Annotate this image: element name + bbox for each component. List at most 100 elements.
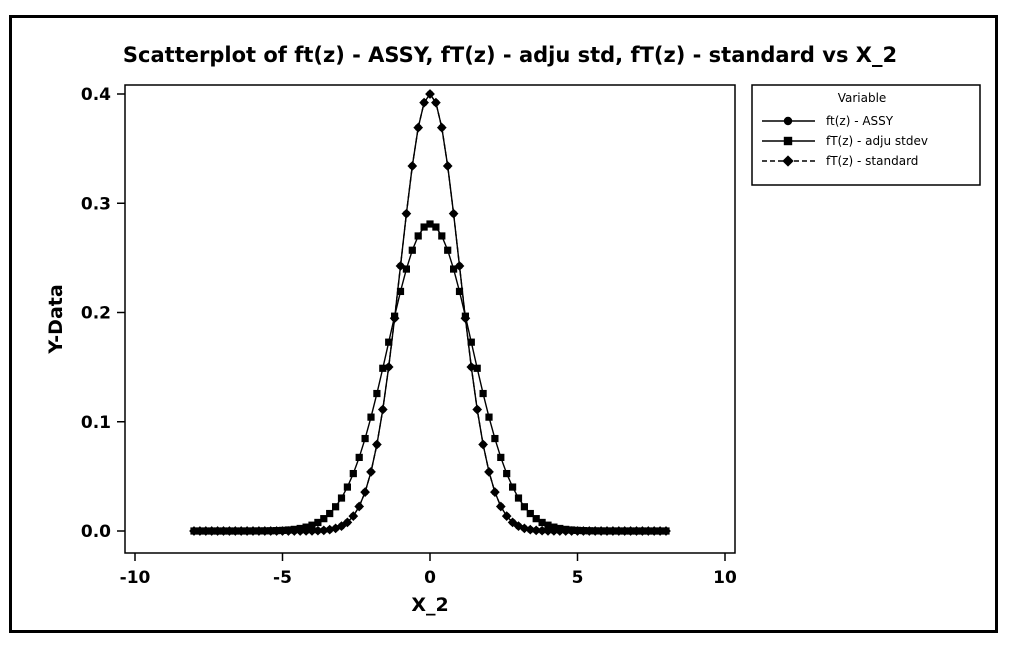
data-point [307,525,317,536]
legend-title: Variable [838,91,887,105]
x-axis-ticks: -10 -5 0 5 10 [120,553,737,588]
data-point [520,503,528,511]
data-point [348,511,359,521]
data-point [501,511,512,521]
legend-marker [783,136,793,146]
data-point [366,466,376,477]
data-point [332,503,340,511]
y-tick-label: 0.0 [81,522,111,542]
data-point [590,526,601,536]
data-point [473,364,481,372]
data-point [485,413,493,421]
data-point [212,526,223,536]
data-point [554,526,565,536]
data-point [385,338,393,346]
legend-item: fT(z) - standard [762,154,918,168]
data-point [373,389,381,398]
data-point [467,338,475,346]
data-point [655,526,665,536]
data-point [649,526,660,536]
data-point [414,232,422,240]
data-point [450,265,458,273]
data-point [566,526,577,536]
data-point [608,526,618,536]
data-point [206,526,217,536]
data-point [301,526,311,536]
data-point [408,246,416,254]
x-axis-label: X_2 [411,594,448,616]
data-point [509,483,517,491]
data-point [389,313,400,324]
data-point [277,526,288,536]
x-tick-label: 5 [572,568,584,588]
data-point [432,223,440,231]
data-point [401,208,412,219]
y-axis-ticks: 0.0 0.1 0.2 0.3 0.4 [81,85,125,542]
data-point [420,223,428,231]
legend-label: fT(z) - adju stdev [826,134,928,148]
data-point [425,89,435,99]
series-line [194,92,666,532]
data-point [349,469,357,478]
data-point [584,526,595,536]
data-point [514,494,523,502]
series-line [194,223,666,532]
data-point [531,525,542,536]
data-point [326,509,334,518]
data-point [431,97,441,108]
data-point [377,404,388,415]
data-point [466,362,477,372]
data-point [478,439,488,450]
data-point [537,525,547,536]
legend-box [751,84,981,186]
data-point [572,526,583,536]
data-point [242,526,252,536]
data-point [354,501,365,512]
data-point [419,97,429,108]
data-point [313,525,323,536]
data-point [383,362,394,372]
data-point [379,364,387,372]
data-point [578,526,589,536]
data-point [637,526,648,536]
data-point [444,246,452,254]
data-point [503,469,511,478]
data-point [479,389,487,398]
series-2 [190,220,670,535]
data-point [613,526,624,536]
data-point [497,453,505,462]
data-point [455,287,464,296]
legend-label: ft(z) - ASSY [826,114,894,128]
data-point [189,526,199,536]
data-point [395,261,406,271]
y-axis-label: Y-Data [45,284,67,354]
data-point [343,483,351,491]
data-point [454,261,465,271]
data-point [283,526,294,536]
x-tick-label: 10 [713,568,737,588]
data-point [248,526,258,536]
data-point [308,521,316,529]
data-point [438,232,446,240]
data-point [491,434,499,443]
data-point [544,521,552,529]
y-tick-label: 0.4 [81,85,111,105]
data-point [224,526,235,536]
legend-item: fT(z) - adju stdev [762,134,928,148]
data-point [619,526,630,536]
series-1 [190,90,670,535]
data-point [295,526,306,536]
x-tick-label: -5 [273,568,292,588]
data-point [532,515,540,523]
data-point [596,526,606,536]
data-point [342,517,353,528]
data-point [525,524,536,535]
y-tick-label: 0.2 [81,304,111,324]
legend: Variable ft(z) - ASSY fT(z) - adju stdev f… [751,84,981,186]
data-point [413,122,424,133]
data-point [396,287,405,296]
data-point [236,526,247,536]
x-tick-label: 0 [424,568,436,588]
data-point [289,526,300,536]
series-3 [189,89,671,536]
